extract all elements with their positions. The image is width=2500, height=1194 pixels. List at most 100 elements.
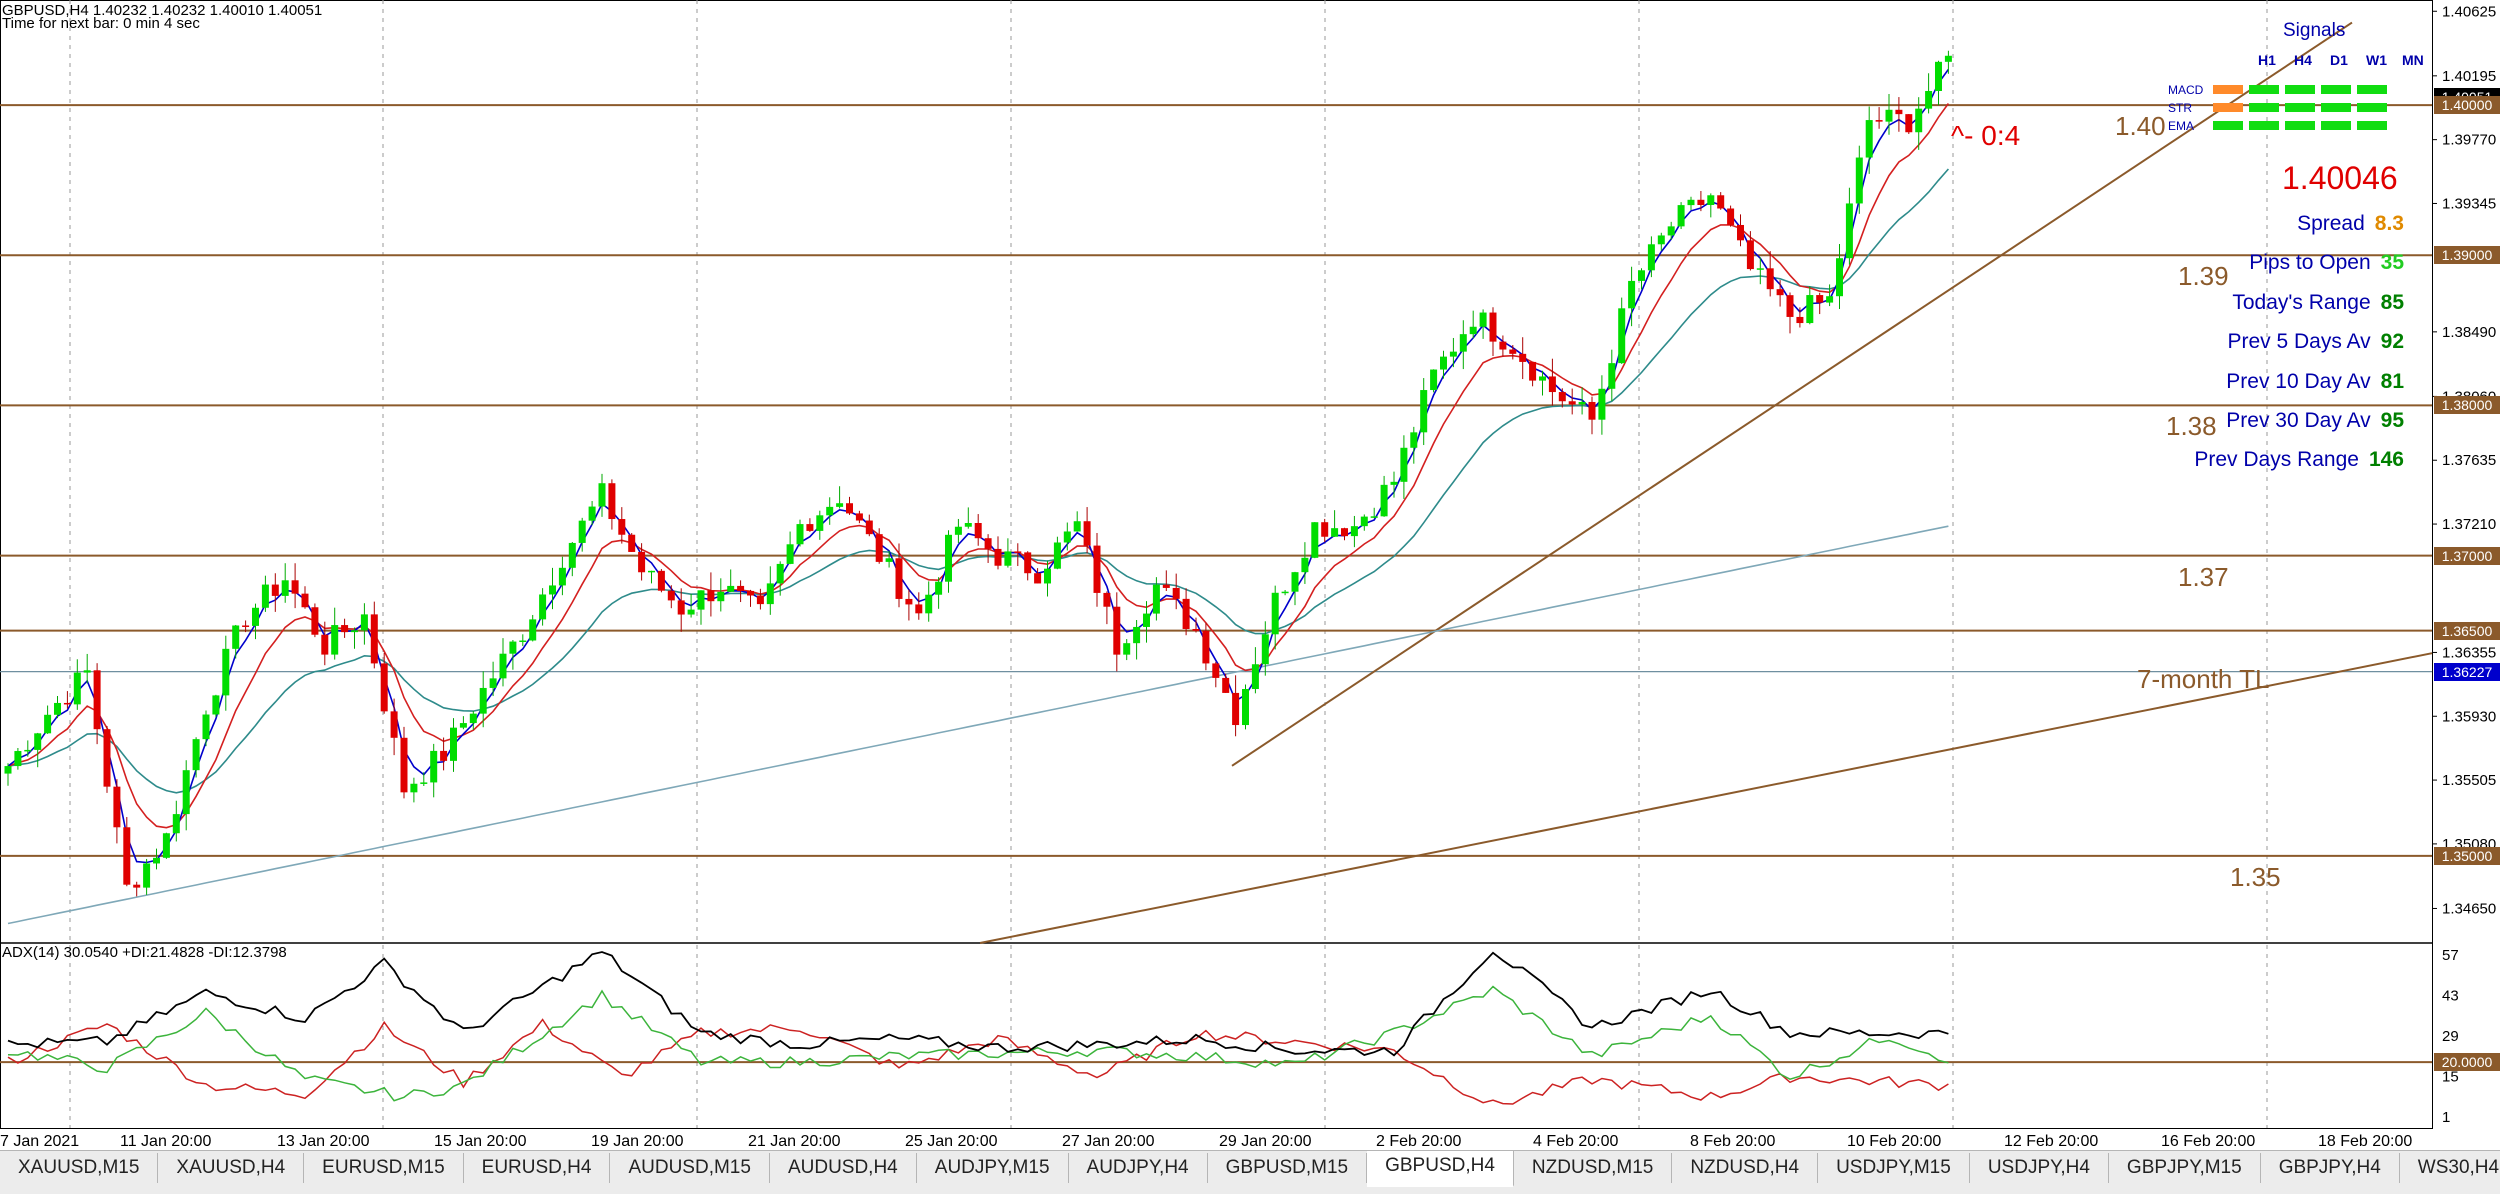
current-price-display: 1.40046 xyxy=(2282,160,2398,196)
candle-body xyxy=(1836,258,1843,297)
candle-body xyxy=(816,515,824,531)
long-moving-average xyxy=(7,525,1949,925)
price-tag-level: 1.40000 xyxy=(2434,96,2500,115)
candle-body xyxy=(222,648,230,696)
tab-xauusd-h4[interactable]: XAUUSD,H4 xyxy=(158,1153,305,1183)
adx-label: ADX(14) 30.0540 +DI:21.4828 -DI:12.3798 xyxy=(2,944,287,961)
candle-body xyxy=(925,594,933,614)
signal-cell xyxy=(2357,85,2387,94)
signal-cell xyxy=(2249,121,2279,130)
info-row: Pips to Open 35 xyxy=(2249,251,2404,275)
price-tag-blue: 1.36227 xyxy=(2434,662,2500,681)
time-label: 7 Jan 2021 xyxy=(0,1133,79,1150)
candle-body xyxy=(1034,573,1042,584)
tab-gbpjpy-m15[interactable]: GBPJPY,M15 xyxy=(2109,1153,2261,1183)
candle-body xyxy=(1489,312,1497,342)
time-label: 21 Jan 20:00 xyxy=(748,1133,841,1150)
info-row-value: 85 xyxy=(2380,290,2404,314)
price-tick-label: 1.40195 xyxy=(2442,68,2496,85)
info-row-label: Prev 10 Day Av xyxy=(2226,369,2371,393)
signal-cell xyxy=(2357,121,2387,130)
tab-nzdusd-m15[interactable]: NZDUSD,M15 xyxy=(1514,1153,1673,1183)
candle-body xyxy=(1192,628,1200,631)
candle-body xyxy=(1162,584,1170,588)
tab-audjpy-m15[interactable]: AUDJPY,M15 xyxy=(917,1153,1069,1183)
signal-row-label: MACD xyxy=(2168,83,2204,97)
candle-body xyxy=(677,600,685,615)
candle-body xyxy=(1311,522,1319,558)
time-label: 13 Jan 20:00 xyxy=(277,1133,370,1150)
candle-body xyxy=(1855,157,1863,204)
candle-body xyxy=(529,619,537,641)
candle-body xyxy=(1093,545,1101,593)
candle-body xyxy=(994,548,1002,566)
price-tick-label: 1.37635 xyxy=(2442,452,2496,469)
info-row: Today's Range 85 xyxy=(2232,291,2404,315)
tab-gbpusd-h4[interactable]: GBPUSD,H4 xyxy=(1367,1151,1514,1187)
info-row: Prev 5 Days Av 92 xyxy=(2227,330,2404,354)
candle-body xyxy=(549,585,556,595)
time-label: 10 Feb 20:00 xyxy=(1847,1133,1941,1150)
tab-audjpy-h4[interactable]: AUDJPY,H4 xyxy=(1069,1153,1208,1183)
price-tick-label: 1.37210 xyxy=(2442,516,2496,533)
tab-gbpusd-m15[interactable]: GBPUSD,M15 xyxy=(1208,1153,1368,1183)
adx-tick-label: 29 xyxy=(2442,1028,2459,1045)
candle-body xyxy=(113,786,121,828)
time-label: 16 Feb 20:00 xyxy=(2161,1133,2255,1150)
tab-audusd-h4[interactable]: AUDUSD,H4 xyxy=(770,1153,917,1183)
info-row-label: Today's Range xyxy=(2232,290,2371,314)
candle-body xyxy=(261,584,269,608)
candle-body xyxy=(1271,592,1279,635)
candle-body xyxy=(1291,572,1299,592)
candle-body xyxy=(638,551,646,573)
candle-body xyxy=(984,538,992,549)
signal-timeframe-h1: H1 xyxy=(2258,52,2276,68)
candle-body xyxy=(321,634,329,655)
price-chart[interactable]: 1.406251.401951.397701.393451.384901.380… xyxy=(0,0,2500,1150)
candle-body xyxy=(1638,270,1645,281)
trendline-7-month xyxy=(979,652,2433,944)
candle-body xyxy=(667,590,675,601)
candle-body xyxy=(1816,295,1824,303)
adx-tick-label: 1 xyxy=(2442,1109,2450,1126)
candle-body xyxy=(954,526,962,535)
candle-body xyxy=(1014,551,1022,553)
signal-cell xyxy=(2321,103,2351,112)
candle-body xyxy=(192,739,200,771)
candle-body xyxy=(1558,392,1566,402)
tab-usdjpy-m15[interactable]: USDJPY,M15 xyxy=(1818,1153,1970,1183)
candle-body xyxy=(1588,401,1596,420)
signal-cell xyxy=(2213,121,2243,130)
tab-nzdusd-h4[interactable]: NZDUSD,H4 xyxy=(1672,1153,1819,1183)
candle-body xyxy=(1430,369,1438,391)
candle-body xyxy=(390,711,398,738)
candle-body xyxy=(331,625,339,655)
candle-body xyxy=(301,593,309,608)
candle-body xyxy=(1598,388,1606,420)
candle-body xyxy=(4,766,12,774)
tab-audusd-m15[interactable]: AUDUSD,M15 xyxy=(610,1153,770,1183)
candle-body xyxy=(1113,606,1121,655)
candle-body xyxy=(707,590,715,602)
candle-body xyxy=(1053,542,1061,569)
candle-body xyxy=(1024,552,1032,574)
candle-body xyxy=(1786,295,1794,317)
info-row-label: Prev Days Range xyxy=(2194,448,2359,472)
candle-body xyxy=(697,590,705,610)
price-tick-label: 1.38490 xyxy=(2442,324,2496,341)
tab-gbpjpy-h4[interactable]: GBPJPY,H4 xyxy=(2261,1153,2400,1183)
tab-eurusd-h4[interactable]: EURUSD,H4 xyxy=(464,1153,611,1183)
candle-body xyxy=(1539,376,1546,381)
tab-xauusd-m15[interactable]: XAUUSD,M15 xyxy=(0,1153,159,1183)
candle-body xyxy=(846,503,853,514)
symbol-tabs: XAUUSD,M15 XAUUSD,H4 EURUSD,M15 EURUSD,H4 AU… xyxy=(0,1150,2500,1194)
candle-body xyxy=(123,827,131,885)
price-tag-level: 1.36500 xyxy=(2434,621,2500,640)
tab-usdjpy-h4[interactable]: USDJPY,H4 xyxy=(1970,1153,2109,1183)
tab-eurusd-m15[interactable]: EURUSD,M15 xyxy=(304,1153,464,1183)
candle-body xyxy=(1440,356,1447,370)
tab-ws30-h4[interactable]: WS30,H4 xyxy=(2400,1153,2500,1183)
time-label: 2 Feb 20:00 xyxy=(1376,1133,1462,1150)
candle-body xyxy=(440,750,448,761)
